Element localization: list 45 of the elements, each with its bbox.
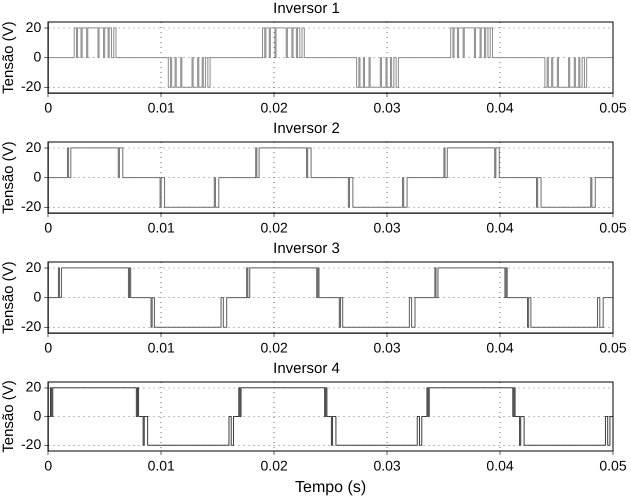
x-tick-label: 0.03 (373, 457, 401, 474)
y-tick-label: 20 (26, 18, 42, 35)
x-tick-label: 0.05 (599, 99, 627, 116)
x-tick-label: 0 (44, 99, 52, 116)
y-tick-label: -20 (21, 78, 42, 94)
x-tick-label: 0 (44, 339, 52, 356)
y-tick-label: -20 (21, 198, 42, 214)
x-tick-label: 0.03 (373, 339, 401, 356)
x-tick-label: 0.02 (260, 219, 288, 236)
y-tick-label: -20 (21, 318, 42, 334)
x-tick-label: 0.04 (486, 457, 514, 474)
y-tick-label: 0 (33, 168, 42, 184)
y-tick-label: 20 (26, 258, 42, 275)
x-tick-label: 0.01 (148, 339, 176, 356)
y-tick-label: 20 (26, 378, 42, 395)
y-axis-title: Tensão (V) (0, 21, 18, 94)
y-tick-label: 0 (33, 407, 42, 424)
y-tick-label: 20 (26, 138, 42, 155)
x-tick-label: 0.02 (260, 457, 288, 474)
x-tick-label: 0.05 (599, 339, 627, 356)
y-axis-title: Tensão (V) (0, 141, 18, 214)
x-tick-label: 0.01 (148, 457, 176, 474)
x-tick-label: 0.05 (599, 457, 627, 474)
y-tick-label: 0 (33, 288, 42, 304)
x-tick-label: 0.03 (373, 99, 401, 116)
x-tick-label: 0.03 (373, 219, 401, 236)
y-axis-title: Tensão (V) (0, 380, 18, 453)
x-tick-label: 0.04 (486, 99, 514, 116)
chart-title: Inversor 2 (273, 120, 340, 138)
x-tick-label: 0.02 (260, 99, 288, 116)
x-tick-label: 0 (44, 219, 52, 236)
y-tick-label: -20 (21, 436, 42, 452)
x-tick-label: 0.04 (486, 219, 514, 236)
x-axis-title: Tempo (s) (295, 478, 366, 496)
x-tick-label: 0.02 (260, 339, 288, 356)
x-tick-label: 0.01 (148, 99, 176, 116)
y-axis-title: Tensão (V) (0, 261, 18, 334)
x-tick-label: 0.05 (599, 219, 627, 236)
x-tick-label: 0 (44, 457, 52, 474)
chart-title: Inversor 1 (273, 0, 340, 18)
chart-title: Inversor 3 (273, 240, 340, 258)
x-tick-label: 0.01 (148, 219, 176, 236)
chart-title: Inversor 4 (273, 360, 340, 378)
y-tick-label: 0 (33, 48, 42, 64)
x-tick-label: 0.04 (486, 339, 514, 356)
